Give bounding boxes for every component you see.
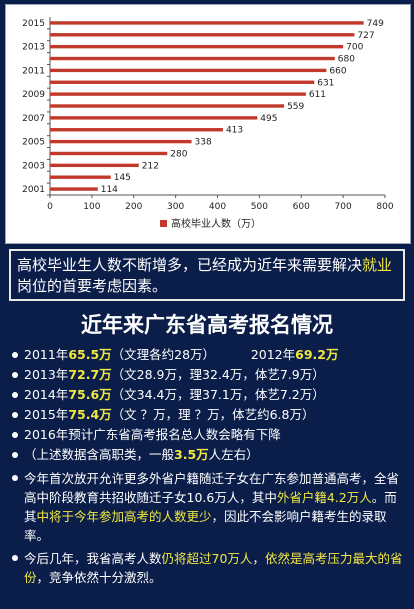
bar-2002: [50, 175, 111, 179]
year-2011-value: 65.5万: [68, 347, 112, 362]
note-value: 3.5万: [174, 447, 209, 462]
year-2012-value: 69.2万: [295, 347, 339, 362]
bar-2008: [50, 104, 285, 108]
value-label-2002: 145: [114, 173, 131, 183]
year-2015-label: 2015年: [24, 407, 69, 422]
para1-text-1: 今年首次放开允许更多外省户籍随迁子女在广东参加普通高考，全省高中阶段教育共招收随…: [24, 471, 400, 505]
bar-2010: [50, 80, 315, 84]
value-label-2004: 280: [170, 149, 187, 159]
bar-2001: [50, 187, 98, 191]
x-tick-label-600: 600: [293, 202, 310, 212]
caption-box: 高校毕业生人数不断增多，已经成为近年来需要解决就业岗位的首要考虑因素。: [9, 249, 405, 301]
value-label-2010: 631: [317, 78, 334, 88]
bar-2006: [50, 128, 223, 132]
y-tick-label-2007: 2007: [22, 114, 45, 124]
value-label-2008: 559: [287, 102, 304, 112]
bar-chart-panel: 114 145 212 280 338 413 495 559 611 631 660 680 700 7…: [5, 4, 411, 244]
list-item-forecast: 2016年预计广东省高考报名总人数会略有下降: [9, 425, 409, 445]
list-item-note: （上述数据含高职类，一般3.5万人左右）: [9, 445, 409, 465]
x-tick-label-300: 300: [167, 202, 184, 212]
bar-2003: [50, 163, 139, 168]
list-item-2013: 2013年72.7万（文28.9万，理32.4万，体艺7.9万）: [9, 365, 409, 385]
caption-text-1: 高校毕业生人数不断增多，已经成为近年来需要解决: [17, 256, 363, 274]
year-2013-note: （文28.9万，理32.4万，体艺7.9万）: [111, 367, 325, 382]
para2-highlight-1: 仍将超过70万人: [161, 551, 253, 566]
year-2011-note: （文理各约28万）: [111, 347, 216, 362]
para2-highlight-2: 依然是高考压力最大的省份: [24, 551, 403, 585]
year-2012-label: 2012年: [250, 347, 296, 362]
para2-text-2: ，: [252, 551, 265, 566]
note-text-1: （上述数据含高职类，一般: [24, 447, 175, 462]
value-label-2009: 611: [309, 90, 326, 100]
x-tick-label-800: 800: [376, 202, 393, 212]
paragraph-future-outlook: 今后几年，我省高考人数仍将超过70万人，依然是高考压力最大的省份，竞争依然十分激…: [9, 549, 404, 587]
year-2011-label: 2011年: [24, 347, 69, 362]
para2-text-1: 今后几年，我省高考人数: [24, 551, 162, 566]
paragraph-migrant-students: 今年首次放开允许更多外省户籍随迁子女在广东参加普通高考，全省高中阶段教育共招收随…: [9, 469, 404, 545]
year-2014-note: （文34.4万，理37.1万，体艺7.2万）: [111, 387, 325, 402]
value-label-2007: 495: [260, 114, 277, 124]
value-label-2015: 749: [367, 19, 384, 29]
value-label-2013: 700: [346, 43, 363, 53]
para1-highlight-1: 外省户籍4.2万人: [276, 490, 372, 505]
para1-text-3: ，因此不会影响户籍考生的录取率。: [24, 509, 387, 543]
y-tick-label-2005: 2005: [22, 138, 45, 148]
year-2013-value: 72.7万: [68, 367, 112, 382]
value-label-2006: 413: [226, 126, 243, 136]
y-tick-label-2001: 2001: [22, 185, 45, 195]
y-tick-label-2013: 2013: [22, 43, 45, 53]
legend-label: 高校毕业人数（万）: [171, 217, 261, 230]
year-2014-value: 75.6万: [68, 387, 112, 402]
year-2014-label: 2014年: [24, 387, 69, 402]
list-item-2014: 2014年75.6万（文34.4万，理37.1万，体艺7.2万）: [9, 385, 409, 405]
value-label-2011: 660: [329, 66, 346, 76]
value-label-2001: 114: [101, 185, 118, 195]
bar-2014: [50, 33, 355, 37]
x-tick-label-100: 100: [83, 202, 100, 212]
list-item-2011-2012: 2011年65.5万（文理各约28万） 2012年69.2万: [9, 345, 409, 365]
para2-text-3: ，竞争依然十分激烈。: [36, 570, 162, 585]
list-item-2015: 2015年75.4万（文 ？万，理 ？万，体艺约6.8万）: [9, 405, 409, 425]
registration-title: 近年来广东省高考报名情况: [81, 313, 333, 337]
year-2015-note: （文 ？万，理 ？万，体艺约6.8万）: [111, 407, 315, 422]
value-label-2012: 680: [338, 55, 355, 65]
bar-2009: [50, 92, 306, 96]
x-tick-label-200: 200: [125, 202, 142, 212]
x-tick-label-700: 700: [335, 202, 352, 212]
caption-highlight: 就业: [362, 256, 393, 274]
bar-2015: [50, 21, 364, 25]
bar-2012: [50, 56, 335, 61]
x-tick-label-400: 400: [209, 202, 226, 212]
bar-2005: [50, 139, 192, 144]
registration-section: 近年来广东省高考报名情况 2011年65.5万（文理各约28万） 2012年69…: [5, 305, 409, 605]
year-2015-value: 75.4万: [68, 407, 112, 422]
legend-swatch: [160, 220, 167, 227]
y-tick-label-2011: 2011: [22, 66, 45, 76]
bar-2013: [50, 44, 344, 49]
value-label-2003: 212: [142, 161, 159, 171]
y-tick-label-2003: 2003: [22, 161, 45, 171]
caption-text-2: 岗位的首要考虑因素。: [17, 277, 168, 295]
bar-2007: [50, 116, 258, 120]
y-tick-label-2015: 2015: [22, 19, 45, 29]
para1-highlight-2: 中将于今年参加高考的人数更少: [36, 509, 212, 524]
registration-list: 2011年65.5万（文理各约28万） 2012年69.2万 2013年72.7…: [9, 345, 409, 587]
year-2013-label: 2013年: [24, 367, 69, 382]
forecast-text: 2016年预计广东省高考报名总人数会略有下降: [24, 427, 281, 442]
value-label-2005: 338: [195, 138, 212, 148]
para1-text-2: 。而其: [24, 490, 397, 524]
note-text-2: 人左右）: [208, 447, 259, 462]
x-tick-label-500: 500: [251, 202, 268, 212]
x-tick-label-0: 0: [47, 202, 53, 212]
bar-2004: [50, 151, 168, 156]
y-tick-label-2009: 2009: [22, 90, 45, 100]
value-label-2014: 727: [357, 31, 374, 41]
bar-2011: [50, 68, 327, 73]
